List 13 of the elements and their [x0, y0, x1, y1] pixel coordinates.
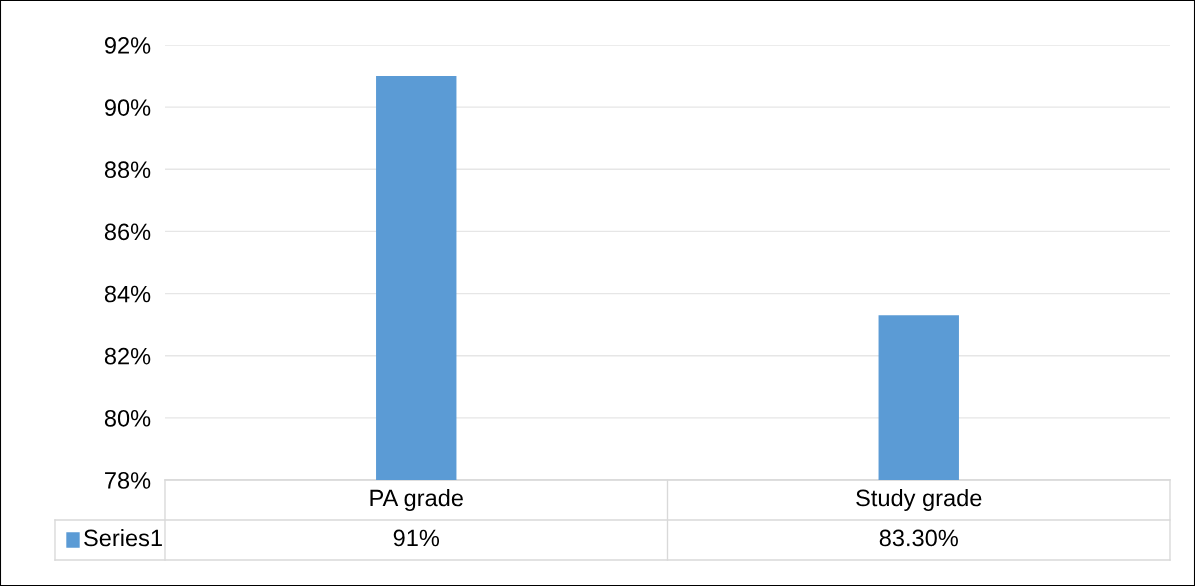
y-tick-label: 82%	[104, 347, 151, 365]
y-tick-label: 92%	[104, 37, 151, 54]
y-tick-label: 80%	[104, 409, 151, 427]
x-tick-label: Study grade	[856, 488, 982, 511]
y-tick-label: 84%	[104, 285, 151, 303]
legend-label: Series1	[84, 528, 162, 547]
y-tick-label: 86%	[104, 223, 151, 241]
x-tick-label: PA grade	[370, 488, 463, 511]
y-tick-label: 88%	[104, 161, 151, 179]
y-tick-label: 78%	[105, 472, 151, 489]
y-tick-label: 90%	[104, 99, 151, 116]
data-label: 83.30%	[879, 529, 958, 547]
data-label: 91%	[393, 529, 440, 547]
